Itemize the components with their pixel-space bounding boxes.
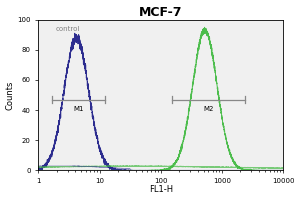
Title: MCF-7: MCF-7 (139, 6, 183, 19)
Text: M1: M1 (73, 106, 83, 112)
Text: control: control (56, 26, 80, 32)
X-axis label: FL1-H: FL1-H (149, 185, 173, 194)
Y-axis label: Counts: Counts (6, 80, 15, 110)
Text: M2: M2 (203, 106, 214, 112)
